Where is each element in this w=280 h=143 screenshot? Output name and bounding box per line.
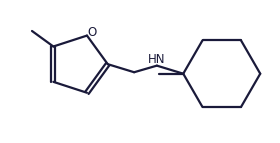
Text: O: O	[87, 26, 96, 39]
Text: HN: HN	[148, 52, 165, 65]
